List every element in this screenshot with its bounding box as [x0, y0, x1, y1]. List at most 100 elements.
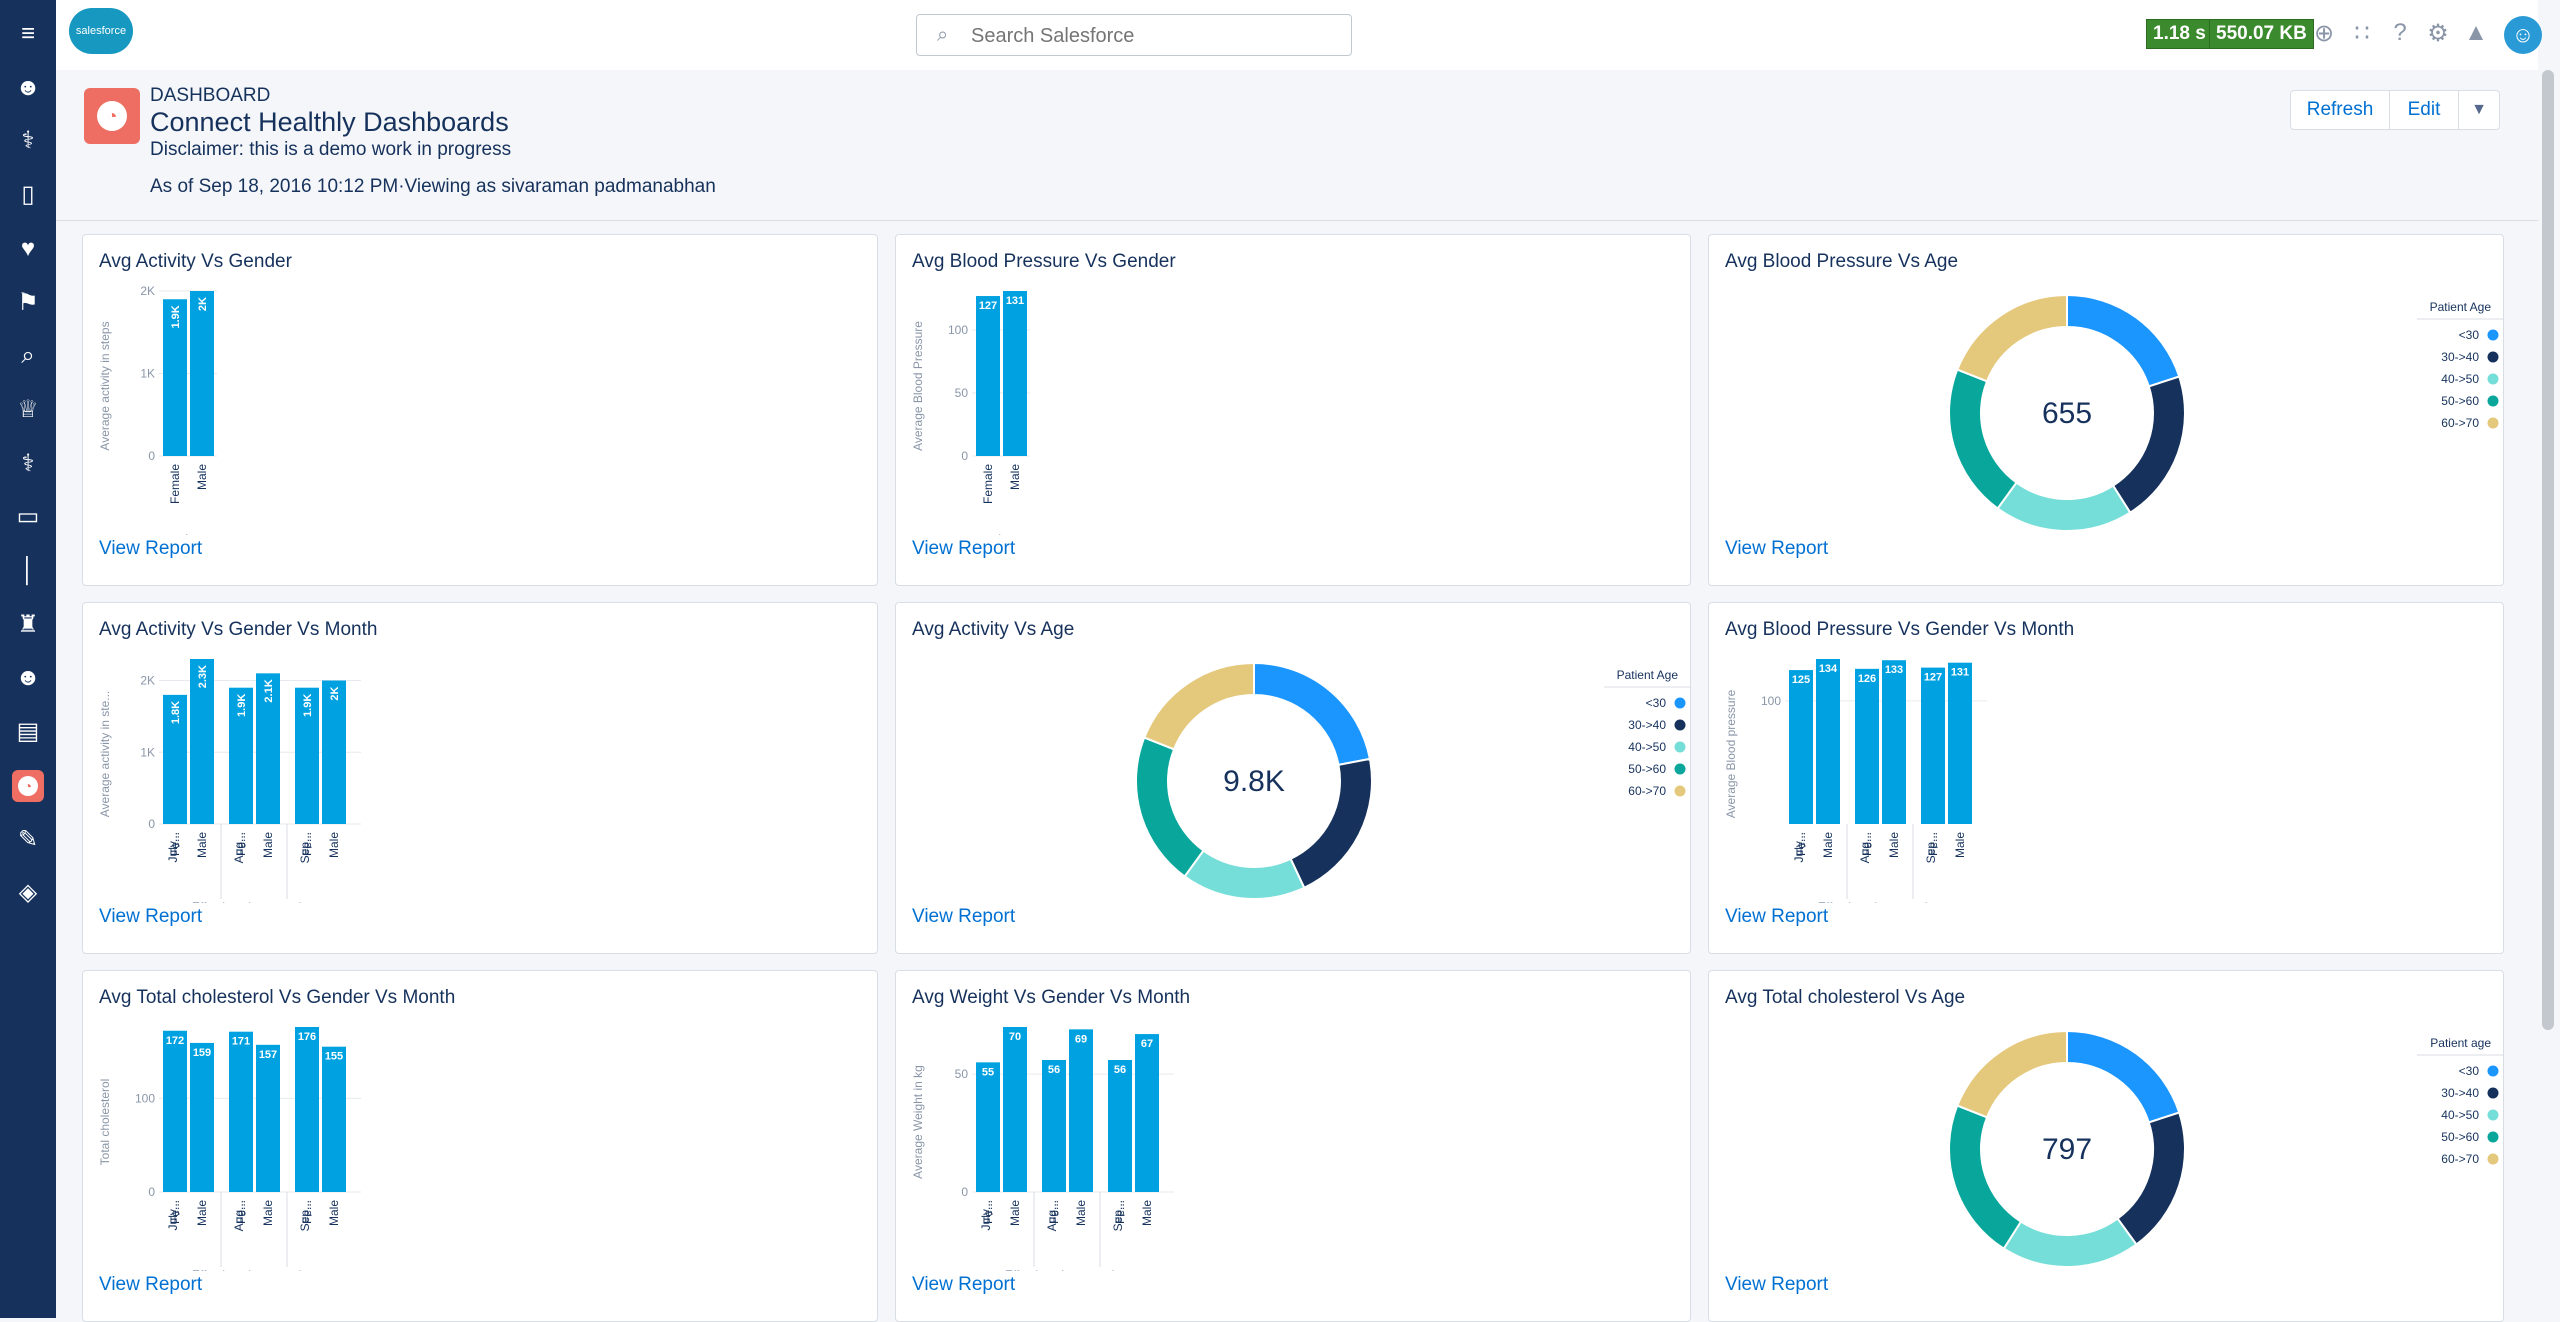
- data-label: 127: [1924, 672, 1942, 684]
- dashboard-header: ◔ DASHBOARD Connect Healthly Dashboards …: [56, 70, 2538, 221]
- scrollbar-thumb[interactable]: [2542, 70, 2554, 1030]
- global-search[interactable]: ⌕: [916, 14, 1352, 56]
- refresh-button[interactable]: Refresh: [2290, 90, 2390, 130]
- bar: [190, 291, 214, 456]
- dashboard-card: Avg Weight Vs Gender Vs Month Average Wei…: [895, 970, 1691, 1322]
- stethoscope-icon[interactable]: ⚕: [21, 127, 35, 155]
- x-axis-title: Effective_d... > gender: [192, 900, 312, 903]
- x-tick-label: Fe...: [234, 832, 248, 856]
- legend-item-label: 50->60: [2441, 1130, 2479, 1144]
- trophy-icon[interactable]: ♕: [17, 395, 39, 423]
- x-tick-label: Male: [1821, 832, 1835, 858]
- search-input[interactable]: [969, 22, 1333, 50]
- user-avatar[interactable]: ☺: [2504, 16, 2542, 54]
- heart-icon[interactable]: ♥: [20, 234, 36, 262]
- bar: [1003, 1027, 1027, 1192]
- legend-swatch: [2487, 1153, 2499, 1165]
- stethoscope-icon[interactable]: ⚕: [21, 449, 35, 477]
- perf-size-badge: 550.07 KB: [2209, 19, 2314, 49]
- dashboard-icon[interactable]: ◔: [12, 769, 44, 802]
- thermometer-icon[interactable]: │: [20, 557, 36, 584]
- card-title: Avg Weight Vs Gender Vs Month: [912, 987, 1191, 1008]
- x-tick-label: Fe...: [1047, 1200, 1061, 1224]
- notifications-bell-icon[interactable]: ▲: [2464, 19, 2488, 46]
- legend-swatch: [2487, 329, 2499, 341]
- clipboard-icon[interactable]: ▤: [16, 718, 40, 746]
- castle-icon[interactable]: ♜: [17, 610, 39, 638]
- data-label: 125: [1792, 674, 1810, 686]
- legend-swatch: [1674, 741, 1686, 753]
- donut-center-label: 9.8K: [1223, 765, 1285, 798]
- data-label: 56: [1114, 1064, 1126, 1076]
- data-label: 1.9K: [236, 694, 248, 717]
- setup-gear-icon[interactable]: ⚙: [2427, 19, 2449, 47]
- view-report-link[interactable]: View Report: [912, 1274, 1016, 1295]
- chart: 655 Patient Age <30 30->40 40->50 50->60 60->7…: [1948, 293, 2503, 532]
- contacts-icon[interactable]: ☻: [15, 73, 41, 101]
- y-axis-title: Average activity in ste...: [98, 691, 112, 818]
- view-report-link[interactable]: View Report: [912, 538, 1016, 559]
- x-tick-label: Male: [327, 832, 341, 858]
- donut-slice: [1135, 736, 1205, 878]
- x-group-label: July...: [979, 1200, 993, 1230]
- app-launcher-icon[interactable]: ∷: [2354, 19, 2370, 47]
- edit-button[interactable]: Edit: [2389, 90, 2459, 130]
- bar: [229, 1031, 253, 1192]
- view-report-link[interactable]: View Report: [912, 906, 1016, 927]
- data-label: 157: [259, 1049, 277, 1061]
- view-report-link[interactable]: View Report: [1725, 1274, 1829, 1295]
- chart: Average Blood pressure 100 125 Fe... 134 Male…: [1724, 659, 1987, 903]
- legend-swatch: [1674, 785, 1686, 797]
- view-report-link[interactable]: View Report: [1725, 538, 1829, 559]
- y-tick-label: 1K: [140, 745, 155, 759]
- laptop-icon[interactable]: ▭: [16, 503, 40, 531]
- bar: [295, 1027, 319, 1192]
- y-axis-title: Average Weight in kg: [911, 1065, 925, 1179]
- add-icon[interactable]: ⊕: [2313, 19, 2335, 47]
- x-tick-label: Fe...: [234, 1200, 248, 1224]
- x-tick-label: Fe...: [1926, 832, 1940, 856]
- chart: 9.8K Patient Age <30 30->40 40->50 50->60 60->…: [1135, 661, 1690, 900]
- dashboard-description: Disclaimer: this is a demo work in progr…: [150, 139, 512, 160]
- chevron-down-icon: ▼: [2471, 101, 2487, 118]
- menu-icon[interactable]: ≡: [20, 20, 35, 47]
- search-icon: ⌕: [937, 24, 949, 46]
- bar: [1108, 1060, 1132, 1192]
- document-icon[interactable]: ▯: [21, 181, 35, 209]
- view-report-link[interactable]: View Report: [99, 538, 203, 559]
- data-label: 159: [193, 1047, 211, 1059]
- donut-slice: [1253, 661, 1372, 767]
- dashboard-card: Avg Activity Vs Gender Average activity i…: [82, 234, 878, 586]
- chart: 797 Patient age <30 30->40 40->50 50->60 60->7…: [1948, 1029, 2503, 1268]
- salesforce-logo[interactable]: salesforce: [69, 8, 133, 54]
- x-tick-label: Male: [195, 464, 209, 490]
- pencil-icon[interactable]: ✎: [17, 825, 39, 853]
- x-tick-label: Male: [261, 832, 275, 858]
- flag-icon[interactable]: ⚑: [17, 288, 39, 316]
- chart: Average activity in steps 0 1K 2K 1.9K Female…: [98, 284, 217, 535]
- view-report-link[interactable]: View Report: [99, 1274, 203, 1295]
- x-tick-label: Male: [195, 832, 209, 858]
- y-tick-label: 50: [955, 1067, 969, 1081]
- bar: [1816, 659, 1840, 824]
- view-report-link[interactable]: View Report: [1725, 906, 1829, 927]
- data-label: 172: [166, 1035, 184, 1047]
- data-label: 70: [1009, 1031, 1021, 1043]
- x-tick-label: Fe...: [981, 1200, 995, 1224]
- help-icon[interactable]: ?: [2393, 19, 2407, 46]
- contacts-icon[interactable]: ☻: [15, 664, 41, 692]
- y-tick-label: 0: [148, 1185, 155, 1199]
- legend-item-label: 60->70: [2441, 416, 2479, 430]
- perf-time-badge: 1.18 s: [2146, 19, 2213, 49]
- telescope-icon[interactable]: ⌕: [21, 342, 35, 370]
- legend-swatch: [2487, 1131, 2499, 1143]
- legend-item-label: <30: [2459, 328, 2480, 342]
- y-tick-label: 2K: [140, 284, 155, 298]
- chart: Average activity in ste... 0 1K 2K 1.8K Fe...…: [98, 659, 361, 903]
- scrollbar[interactable]: [2538, 70, 2560, 1318]
- data-label: 1.9K: [302, 694, 314, 717]
- view-report-link[interactable]: View Report: [99, 906, 203, 927]
- nav-rail: ≡ ☻ ⚕ ▯ ♥ ⚑ ⌕ ♕ ⚕ ▭ │ ♜ ☻ ▤ ◔ ✎ ◈: [0, 0, 56, 1318]
- shield-icon[interactable]: ◈: [18, 879, 38, 907]
- more-actions-button[interactable]: ▼: [2458, 90, 2500, 130]
